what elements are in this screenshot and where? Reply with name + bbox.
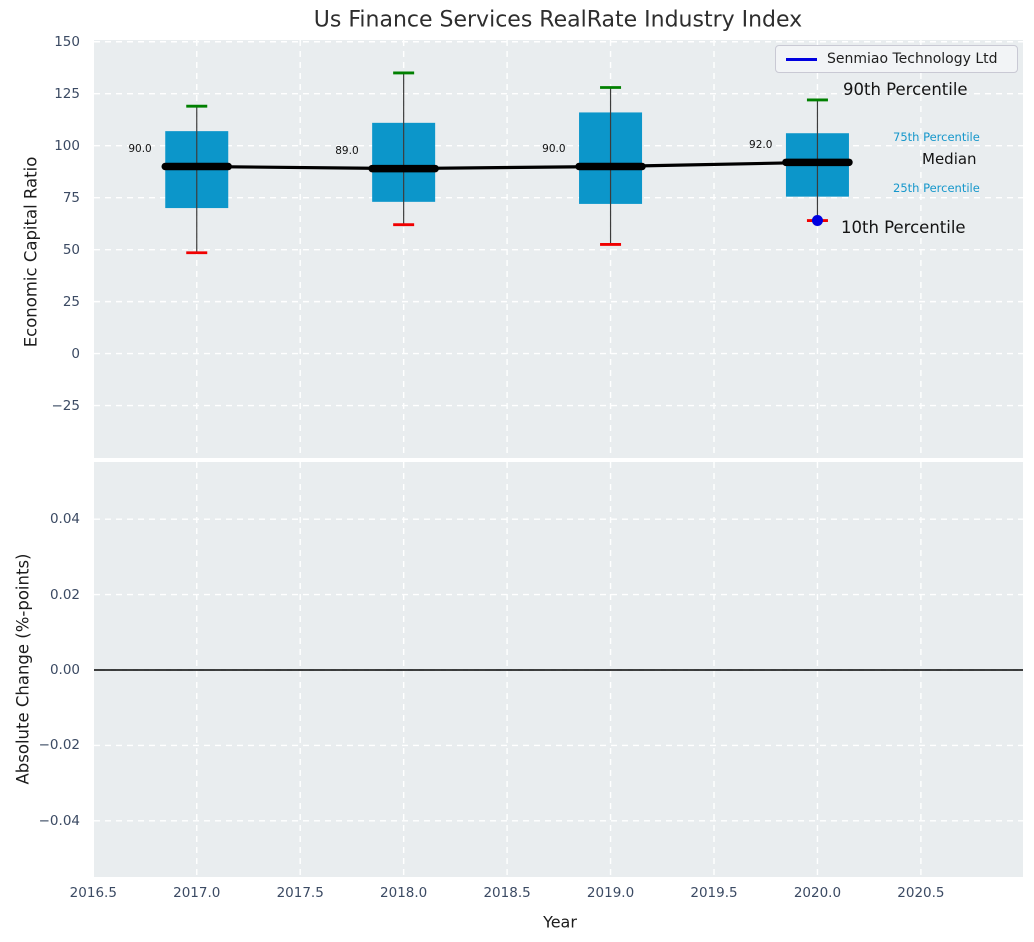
x-axis-label: Year xyxy=(543,912,577,932)
annotation-10th-percentile: 10th Percentile xyxy=(841,218,966,237)
median-value-label: 92.0 xyxy=(749,138,773,151)
xtick-label: 2019.5 xyxy=(690,885,738,901)
ytick-label-bottom: −0.04 xyxy=(38,812,80,829)
ytick-label-top: 125 xyxy=(54,85,80,102)
ytick-label-top: 0 xyxy=(71,345,80,362)
legend: Senmiao Technology Ltd xyxy=(775,45,1018,73)
y-axis-label-top: Economic Capital Ratio xyxy=(21,156,41,348)
ytick-label-top: 50 xyxy=(62,241,80,258)
chart-title: Us Finance Services RealRate Industry In… xyxy=(313,7,803,33)
ytick-label-top: 100 xyxy=(54,137,80,154)
annotation-75th-percentile: 75th Percentile xyxy=(893,130,980,144)
xtick-label: 2018.0 xyxy=(380,885,428,901)
median-value-label: 90.0 xyxy=(128,142,152,155)
xtick-label: 2017.5 xyxy=(276,885,324,901)
xtick-label: 2020.0 xyxy=(793,885,842,901)
ytick-label-top: 75 xyxy=(62,189,80,206)
median-value-label: 89.0 xyxy=(335,145,359,158)
xtick-label: 2018.5 xyxy=(483,885,531,901)
xtick-label: 2020.5 xyxy=(897,885,945,901)
xtick-label: 2019.0 xyxy=(586,885,635,901)
ytick-label-top: 25 xyxy=(62,293,80,310)
top-plot-area xyxy=(94,40,1023,458)
annotation-90th-percentile: 90th Percentile xyxy=(843,80,968,99)
ytick-label-bottom: 0.00 xyxy=(49,662,80,678)
xtick-label: 2016.5 xyxy=(69,885,117,901)
legend-label: Senmiao Technology Ltd xyxy=(827,51,998,67)
annotation-median: Median xyxy=(922,150,977,168)
bottom-plot-area xyxy=(94,462,1023,877)
ytick-label-bottom: 0.04 xyxy=(49,511,80,528)
y-axis-label-bottom: Absolute Change (%-points) xyxy=(13,553,33,785)
median-value-label: 90.0 xyxy=(542,142,566,155)
annotation-25th-percentile: 25th Percentile xyxy=(893,181,980,195)
ytick-label-top: −25 xyxy=(51,397,81,414)
ytick-label-top: 150 xyxy=(54,33,80,50)
legend-line-sample xyxy=(786,57,817,61)
ytick-label-bottom: 0.02 xyxy=(49,586,80,603)
ytick-label-bottom: −0.02 xyxy=(38,737,80,754)
xtick-label: 2017.0 xyxy=(173,885,221,901)
